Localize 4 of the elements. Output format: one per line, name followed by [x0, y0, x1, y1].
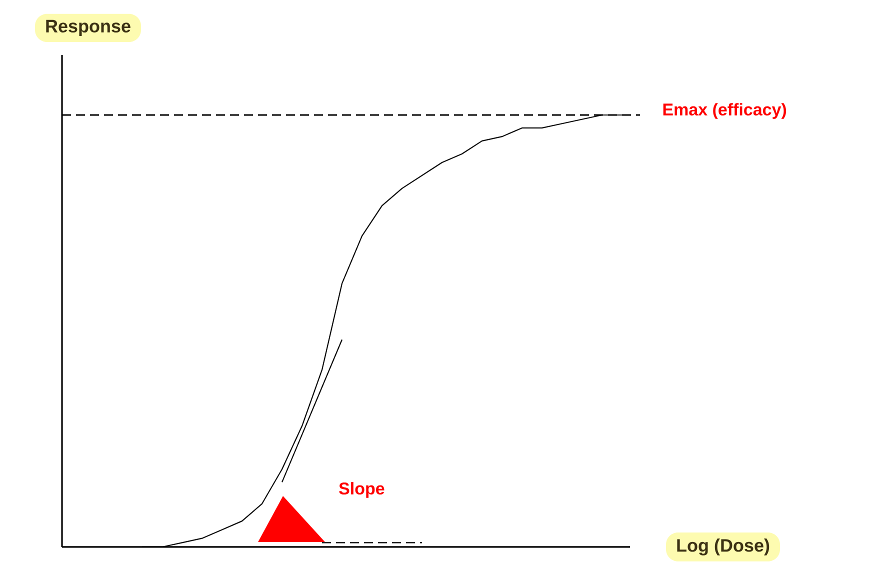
x-axis-title: Log (Dose) [677, 538, 770, 556]
ref-line-label: Emax (efficacy) [663, 103, 786, 119]
annotation: Slope [339, 482, 384, 498]
y-axis-title: Response [46, 20, 130, 36]
